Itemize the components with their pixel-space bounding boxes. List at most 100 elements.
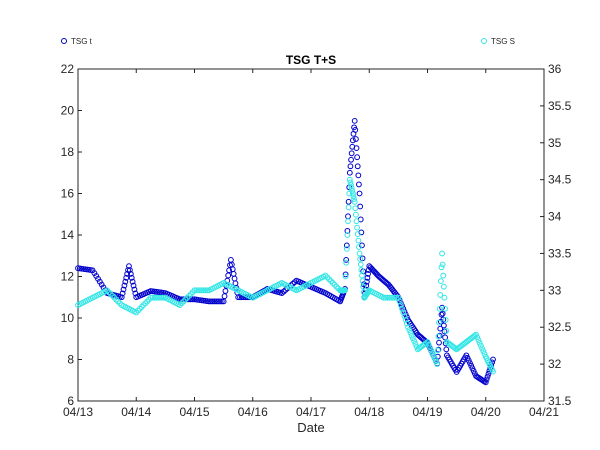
data-point-fill [222, 288, 229, 294]
data-point-fill [119, 290, 126, 297]
data-point-fill [135, 307, 141, 314]
data-point-fill [484, 373, 491, 380]
data-point-fill [441, 294, 448, 301]
legend-left: TSG t [61, 37, 93, 46]
data-point-fill [438, 264, 445, 271]
data-point-fill [348, 150, 355, 157]
data-point [439, 250, 445, 257]
data-point-fill [215, 298, 222, 305]
x-tick-label: 04/15 [179, 405, 209, 419]
y-left-tick-label: 14 [61, 228, 75, 242]
data-point-fill [436, 339, 442, 346]
data-point-fill [342, 271, 349, 278]
data-point-fill [384, 294, 391, 301]
data-point-fill [109, 292, 116, 299]
data-point-fill [204, 287, 211, 294]
data-point-fill [397, 302, 404, 308]
y-right-tick-label: 35 [548, 136, 562, 150]
data-point-fill [410, 335, 416, 342]
data-point [356, 190, 363, 197]
data-point-fill [158, 294, 165, 301]
data-point-fill [401, 313, 408, 320]
data-point-fill [187, 291, 194, 297]
data-point-fill [131, 286, 138, 293]
x-tick-label: 04/16 [238, 405, 268, 419]
data-point [351, 117, 358, 124]
data-point-fill [193, 287, 200, 294]
plot-area [77, 68, 545, 402]
data-point-fill [357, 203, 364, 210]
y-axis-left: 6 8 10 12 14 16 18 20 22 [61, 62, 82, 408]
y-right-tick-label: 34 [548, 210, 562, 224]
y-left-tick-label: 12 [61, 270, 75, 284]
data-point-fill [350, 193, 357, 200]
data-point-fill [184, 294, 191, 301]
data-point-fill [443, 328, 450, 334]
data-point-fill [388, 294, 394, 301]
data-point-fill [331, 281, 338, 288]
y-right-tick-label: 32 [548, 357, 562, 371]
data-point-fill [198, 287, 205, 294]
data-point-fill [98, 281, 105, 288]
x-tick-label: 04/14 [121, 405, 151, 419]
data-point-fill [348, 156, 354, 163]
data-point-fill [348, 182, 354, 189]
data-point-fill [360, 283, 367, 290]
data-point [380, 294, 387, 301]
data-point-fill [408, 332, 415, 339]
data-point-fill [474, 334, 481, 341]
data-point-fill [390, 294, 396, 301]
data-point [434, 361, 441, 368]
data-point-fill [354, 224, 361, 231]
y-right-tick-label: 31.5 [548, 394, 572, 408]
data-point-fill [436, 319, 442, 326]
data-point-fill [345, 204, 352, 211]
data-point-fill [96, 278, 103, 285]
data-point-fill [207, 298, 214, 305]
data-point-fill [443, 346, 450, 353]
data-point [424, 339, 431, 345]
chart-title: TSG T+S [286, 53, 336, 67]
data-point-fill [213, 298, 220, 305]
data-point-fill [160, 294, 167, 301]
y-right-tick-label: 35.5 [548, 99, 572, 113]
data-point-fill [442, 305, 449, 312]
data-point-fill [348, 185, 355, 191]
data-point-fill [344, 232, 351, 238]
y-axis-right: 31.5 32 32.5 33 33.5 34 34.5 35 35.5 36 [540, 62, 572, 408]
data-point-fill [365, 271, 371, 277]
data-point-fill [436, 305, 443, 312]
data-point-fill [197, 287, 203, 294]
data-point-fill [485, 370, 492, 377]
data-point [346, 176, 353, 183]
data-point-fill [355, 172, 362, 179]
data-point [473, 331, 479, 338]
x-axis-label: Date [297, 420, 324, 435]
data-point [346, 169, 353, 176]
y-left-tick-label: 10 [61, 311, 75, 325]
data-point-fill [452, 345, 459, 352]
data-point-fill [439, 310, 446, 317]
y-right-tick-label: 36 [548, 62, 562, 76]
legend-label-tsg-t: TSG t [71, 37, 93, 46]
data-point-fill [347, 163, 354, 170]
data-point-fill [429, 350, 436, 356]
data-point-fill [440, 272, 447, 279]
data-point-fill [402, 316, 409, 323]
x-tick-label: 04/13 [63, 405, 93, 419]
data-point [126, 263, 132, 270]
data-point-fill [358, 267, 365, 273]
data-point-fill [217, 298, 223, 305]
data-point-fill [153, 294, 160, 301]
data-point-fill [344, 227, 351, 234]
data-point-fill [218, 298, 225, 305]
data-point-fill [478, 342, 484, 349]
data-point [351, 198, 358, 205]
data-point-fill [359, 272, 365, 279]
data-point-fill [400, 309, 407, 316]
data-point-fill [155, 294, 161, 301]
data-point [206, 298, 212, 305]
data-point-fill [157, 294, 163, 301]
data-point-fill [345, 198, 352, 205]
legend-marker-tsg-t [61, 38, 67, 44]
